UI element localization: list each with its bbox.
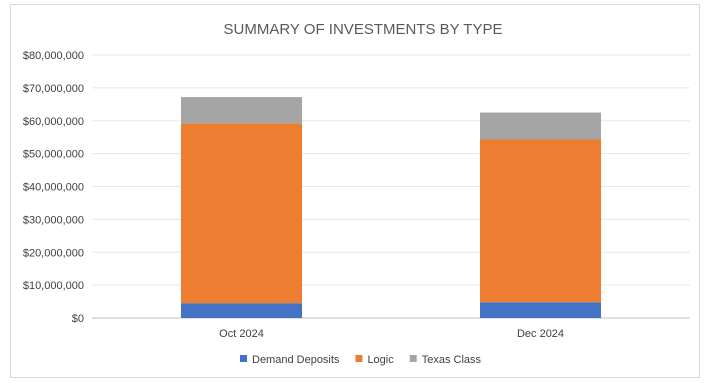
y-tick-label: $30,000,000 [23,214,84,226]
bar-texas-class-dec-2024 [480,112,601,140]
x-axis: Oct 2024 Dec 2024 [219,328,564,340]
y-tick-label: $10,000,000 [23,280,84,292]
x-tick-label: Oct 2024 [219,328,264,340]
y-tick-label: $60,000,000 [23,116,84,128]
y-axis: $0 $10,000,000 $20,000,000 $30,000,000 $40,0… [23,50,84,325]
legend-swatch-demand-deposits [240,355,247,362]
bar-logic-oct-2024 [181,123,302,304]
legend-swatch-texas-class [409,355,417,362]
bar-logic-dec-2024 [480,139,601,303]
legend-label-logic: Logic [367,354,394,366]
y-tick-label: $70,000,000 [23,83,84,95]
y-tick-label: $40,000,000 [23,182,84,194]
y-tick-label: $20,000,000 [23,247,84,259]
y-tick-label: $80,000,000 [23,50,84,62]
bars [181,97,601,318]
bar-texas-class-oct-2024 [181,97,302,124]
y-tick-label: $50,000,000 [23,149,84,161]
bar-demand-deposits-dec-2024 [480,302,601,318]
y-tick-label: $0 [72,313,84,325]
x-tick-label: Dec 2024 [517,328,564,340]
legend-label-demand-deposits: Demand Deposits [252,354,340,366]
legend: Demand Deposits Logic Texas Class [240,354,482,366]
bar-demand-deposits-oct-2024 [181,303,302,318]
legend-swatch-logic [355,355,363,362]
legend-label-texas-class: Texas Class [422,354,482,366]
chart-title: SUMMARY OF INVESTMENTS BY TYPE [224,21,503,38]
